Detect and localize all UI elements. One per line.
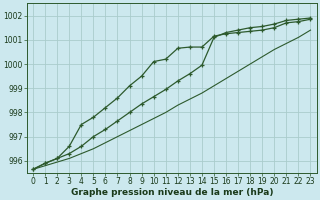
X-axis label: Graphe pression niveau de la mer (hPa): Graphe pression niveau de la mer (hPa)	[70, 188, 273, 197]
